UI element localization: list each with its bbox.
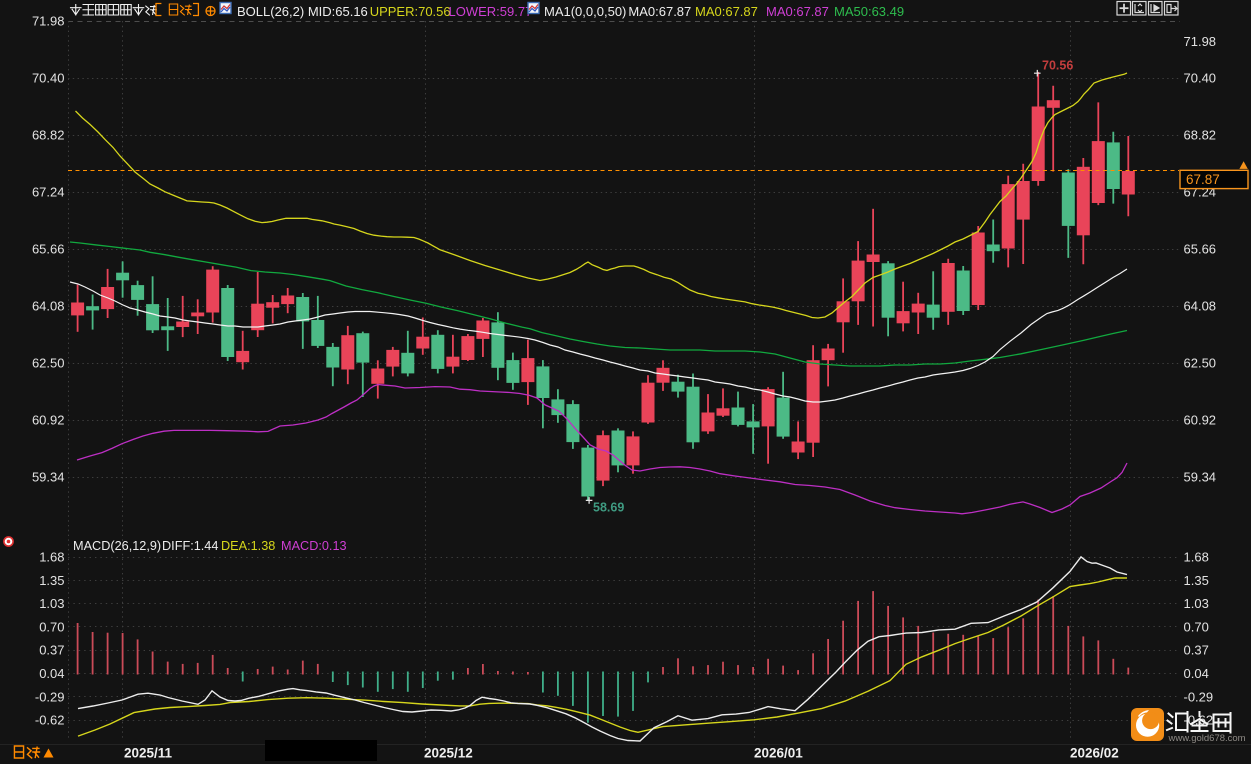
svg-text:60.92: 60.92 [32,413,65,428]
svg-text:1.03: 1.03 [1184,596,1209,611]
svg-text:70.40: 70.40 [1184,71,1217,86]
svg-text:UPPER:70.56: UPPER:70.56 [370,4,451,19]
svg-text:0.04: 0.04 [1184,666,1209,681]
svg-text:www.gold678.com: www.gold678.com [1168,733,1246,744]
svg-text:71.98: 71.98 [32,14,65,29]
svg-text:1.68: 1.68 [1184,550,1209,565]
svg-text:DEA:1.38: DEA:1.38 [221,539,275,553]
svg-text:64.08: 64.08 [1184,299,1217,314]
svg-text:62.50: 62.50 [1184,356,1217,371]
svg-text:59.34: 59.34 [1184,470,1217,485]
svg-text:1.03: 1.03 [39,596,64,611]
svg-text:2025/12: 2025/12 [424,746,473,761]
svg-text:62.50: 62.50 [32,356,65,371]
svg-text:67.87: 67.87 [1186,172,1220,187]
svg-text:0.37: 0.37 [1184,643,1209,658]
svg-text:1.35: 1.35 [39,573,64,588]
svg-text:70.56: 70.56 [1042,59,1073,73]
svg-text:71.98: 71.98 [1184,34,1217,49]
svg-text:67.24: 67.24 [32,185,65,200]
svg-text:LOWER:59.77: LOWER:59.77 [449,4,533,19]
svg-text:-0.29: -0.29 [1184,689,1214,704]
svg-text:1.35: 1.35 [1184,573,1209,588]
svg-text:65.66: 65.66 [32,242,65,257]
svg-text:0.70: 0.70 [1184,619,1209,634]
svg-text:MA0:67.87: MA0:67.87 [628,4,691,19]
svg-text:MACD(26,12,9): MACD(26,12,9) [73,539,161,553]
svg-text:MA0:67.87: MA0:67.87 [695,4,758,19]
svg-text:MA50:63.49: MA50:63.49 [834,4,904,19]
svg-text:59.34: 59.34 [32,470,65,485]
svg-text:2026/02: 2026/02 [1070,746,1119,761]
svg-text:MACD:0.13: MACD:0.13 [281,539,347,553]
svg-text:68.82: 68.82 [32,128,65,143]
svg-text:MA1(0,0,0,50): MA1(0,0,0,50) [544,4,626,19]
svg-text:2026/01: 2026/01 [754,746,803,761]
svg-text:70.40: 70.40 [32,71,65,86]
svg-text:0.70: 0.70 [39,619,64,634]
svg-text:1.68: 1.68 [39,550,64,565]
svg-text:0.04: 0.04 [39,666,64,681]
svg-text:-0.29: -0.29 [35,689,65,704]
svg-text:65.66: 65.66 [1184,242,1217,257]
svg-text:MA0:67.87: MA0:67.87 [766,4,829,19]
svg-text:2025/11: 2025/11 [124,746,173,761]
svg-text:BOLL(26,2) MID:65.16: BOLL(26,2) MID:65.16 [237,4,368,19]
svg-text:58.69: 58.69 [593,501,624,515]
svg-text:64.08: 64.08 [32,299,65,314]
svg-text:68.82: 68.82 [1184,128,1217,143]
svg-text:-0.62: -0.62 [35,713,65,728]
svg-text:60.92: 60.92 [1184,413,1217,428]
svg-text:DIFF:1.44: DIFF:1.44 [162,539,218,553]
svg-text:0.37: 0.37 [39,643,64,658]
